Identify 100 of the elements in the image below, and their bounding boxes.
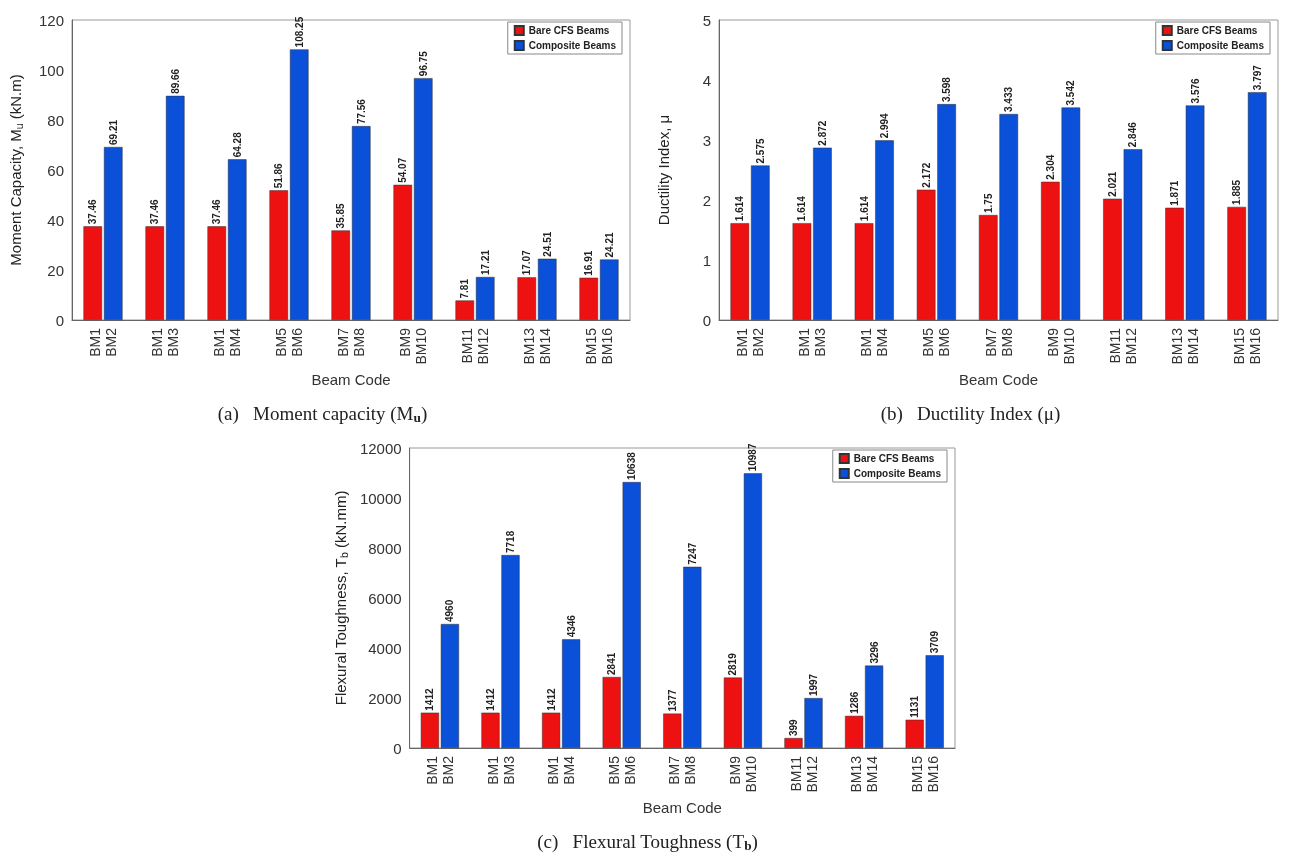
data-label: 2.172 <box>920 162 932 188</box>
text: (b) Ductility Index (μ) <box>880 403 1061 425</box>
y-tick-label: 12000 <box>359 439 402 457</box>
data-label: 10638 <box>626 451 638 481</box>
data-label: 3.433 <box>1003 86 1015 113</box>
data-label: 2841 <box>606 652 618 675</box>
legend-label: Composite Beams <box>853 468 942 479</box>
data-label: 3.542 <box>1065 80 1077 106</box>
data-label: 1.871 <box>1169 180 1181 206</box>
data-label: 1.614 <box>796 195 808 222</box>
bar <box>227 159 247 320</box>
x-tick-label: BM13 BM14 <box>1168 327 1201 365</box>
bar <box>537 258 557 320</box>
data-label: 1412 <box>424 688 436 711</box>
data-label: 77.56 <box>355 98 367 125</box>
bar <box>145 226 165 320</box>
data-label: 399 <box>788 718 799 737</box>
y-tick-label: 8000 <box>368 539 402 557</box>
data-label: 2.575 <box>754 138 766 164</box>
y-tick-label: 100 <box>38 61 64 79</box>
y-tick-label: 6000 <box>368 589 402 607</box>
legend-label: Composite Beams <box>1176 40 1265 51</box>
bar <box>331 230 351 320</box>
data-label: 24.51 <box>541 231 553 257</box>
bar <box>393 184 413 320</box>
y-tick-label: 20 <box>47 261 64 279</box>
x-tick-label: BM9 BM10 <box>397 327 429 365</box>
x-axis-title: Beam Code <box>958 371 1039 389</box>
data-label: 1286 <box>848 691 860 714</box>
x-tick-label: BM1 BM2 <box>87 327 119 357</box>
bar <box>351 126 371 320</box>
data-label: 17.21 <box>479 249 491 275</box>
x-tick-label: BM7 BM8 <box>982 327 1015 357</box>
data-label: 7.81 <box>459 278 471 299</box>
x-tick-label: BM7 BM8 <box>666 755 699 785</box>
bar <box>413 78 433 320</box>
x-tick-label: BM13 BM14 <box>848 755 881 793</box>
data-label: 3.598 <box>941 76 953 103</box>
data-label: 3.576 <box>1189 77 1201 104</box>
legend-label: Composite Beams <box>528 40 617 51</box>
y-tick-label: 0 <box>393 739 402 757</box>
data-label: 7718 <box>505 530 517 554</box>
legend-label: Bare CFS Beams <box>1176 25 1258 36</box>
data-label: 2.304 <box>1044 154 1056 180</box>
x-tick-label: BM13 BM14 <box>521 327 553 365</box>
x-tick-label: BM9 BM10 <box>1044 327 1077 365</box>
data-label: 16.91 <box>583 250 595 276</box>
data-label: 2819 <box>727 652 739 676</box>
y-tick-label: 2 <box>702 191 711 209</box>
data-label: 2.021 <box>1106 171 1118 197</box>
data-label: 7247 <box>686 542 698 565</box>
data-label: 64.28 <box>231 131 243 158</box>
data-label: 51.86 <box>273 162 285 189</box>
data-label: 1.75 <box>982 193 994 213</box>
x-tick-label: BM5 BM6 <box>920 327 953 357</box>
bar <box>103 146 123 320</box>
bar <box>517 277 537 320</box>
data-label: 2.846 <box>1127 121 1139 148</box>
x-tick-label: BM11 BM12 <box>787 755 820 793</box>
data-label: 17.07 <box>521 249 533 276</box>
y-axis-title: Flexural Toughness, Tb (kN.mm) <box>332 490 350 706</box>
bar <box>599 259 619 320</box>
x-tick-label: BM1 BM3 <box>149 327 181 357</box>
data-label: 1131 <box>909 695 921 718</box>
y-tick-label: 10000 <box>359 489 402 507</box>
data-label: 96.75 <box>417 50 429 77</box>
bar <box>207 226 227 320</box>
y-tick-label: 1 <box>702 251 711 269</box>
y-tick-label: 0 <box>702 311 711 329</box>
y-tick-label: 40 <box>47 211 64 229</box>
y-axis-title: Moment Capacity, Mu (kN.m) <box>7 74 25 266</box>
data-label: 1.614 <box>734 195 746 222</box>
bar <box>83 226 103 320</box>
bar <box>289 49 309 320</box>
y-axis-title: Ductility Index, μ <box>655 114 672 226</box>
bar <box>475 276 495 320</box>
data-label: 37.46 <box>149 198 161 225</box>
x-tick-label: BM1 BM3 <box>484 755 517 785</box>
x-tick-label: BM1 BM4 <box>545 755 578 785</box>
y-tick-label: 4000 <box>368 639 402 657</box>
data-label: 3296 <box>868 640 880 664</box>
bar <box>269 190 289 320</box>
bar <box>579 277 599 320</box>
x-tick-label: BM11 BM12 <box>459 327 491 365</box>
x-tick-label: BM15 BM16 <box>583 327 615 365</box>
data-label: 69.21 <box>107 119 119 145</box>
data-label: 1412 <box>545 688 557 711</box>
x-tick-label: BM11 BM12 <box>1106 327 1139 365</box>
y-tick-label: 60 <box>47 161 64 179</box>
x-tick-label: BM9 BM10 <box>726 755 759 793</box>
x-tick-label: BM15 BM16 <box>908 755 941 793</box>
data-label: 4346 <box>565 614 577 638</box>
data-label: 3.797 <box>1251 64 1263 91</box>
legend-label: Bare CFS Beams <box>528 25 610 36</box>
data-label: 24.21 <box>603 232 615 258</box>
y-tick-label: 0 <box>55 311 64 329</box>
data-label: 37.46 <box>87 198 99 225</box>
data-label: 1412 <box>485 688 497 711</box>
y-tick-label: 4 <box>702 71 711 89</box>
data-label: 1997 <box>808 673 819 697</box>
